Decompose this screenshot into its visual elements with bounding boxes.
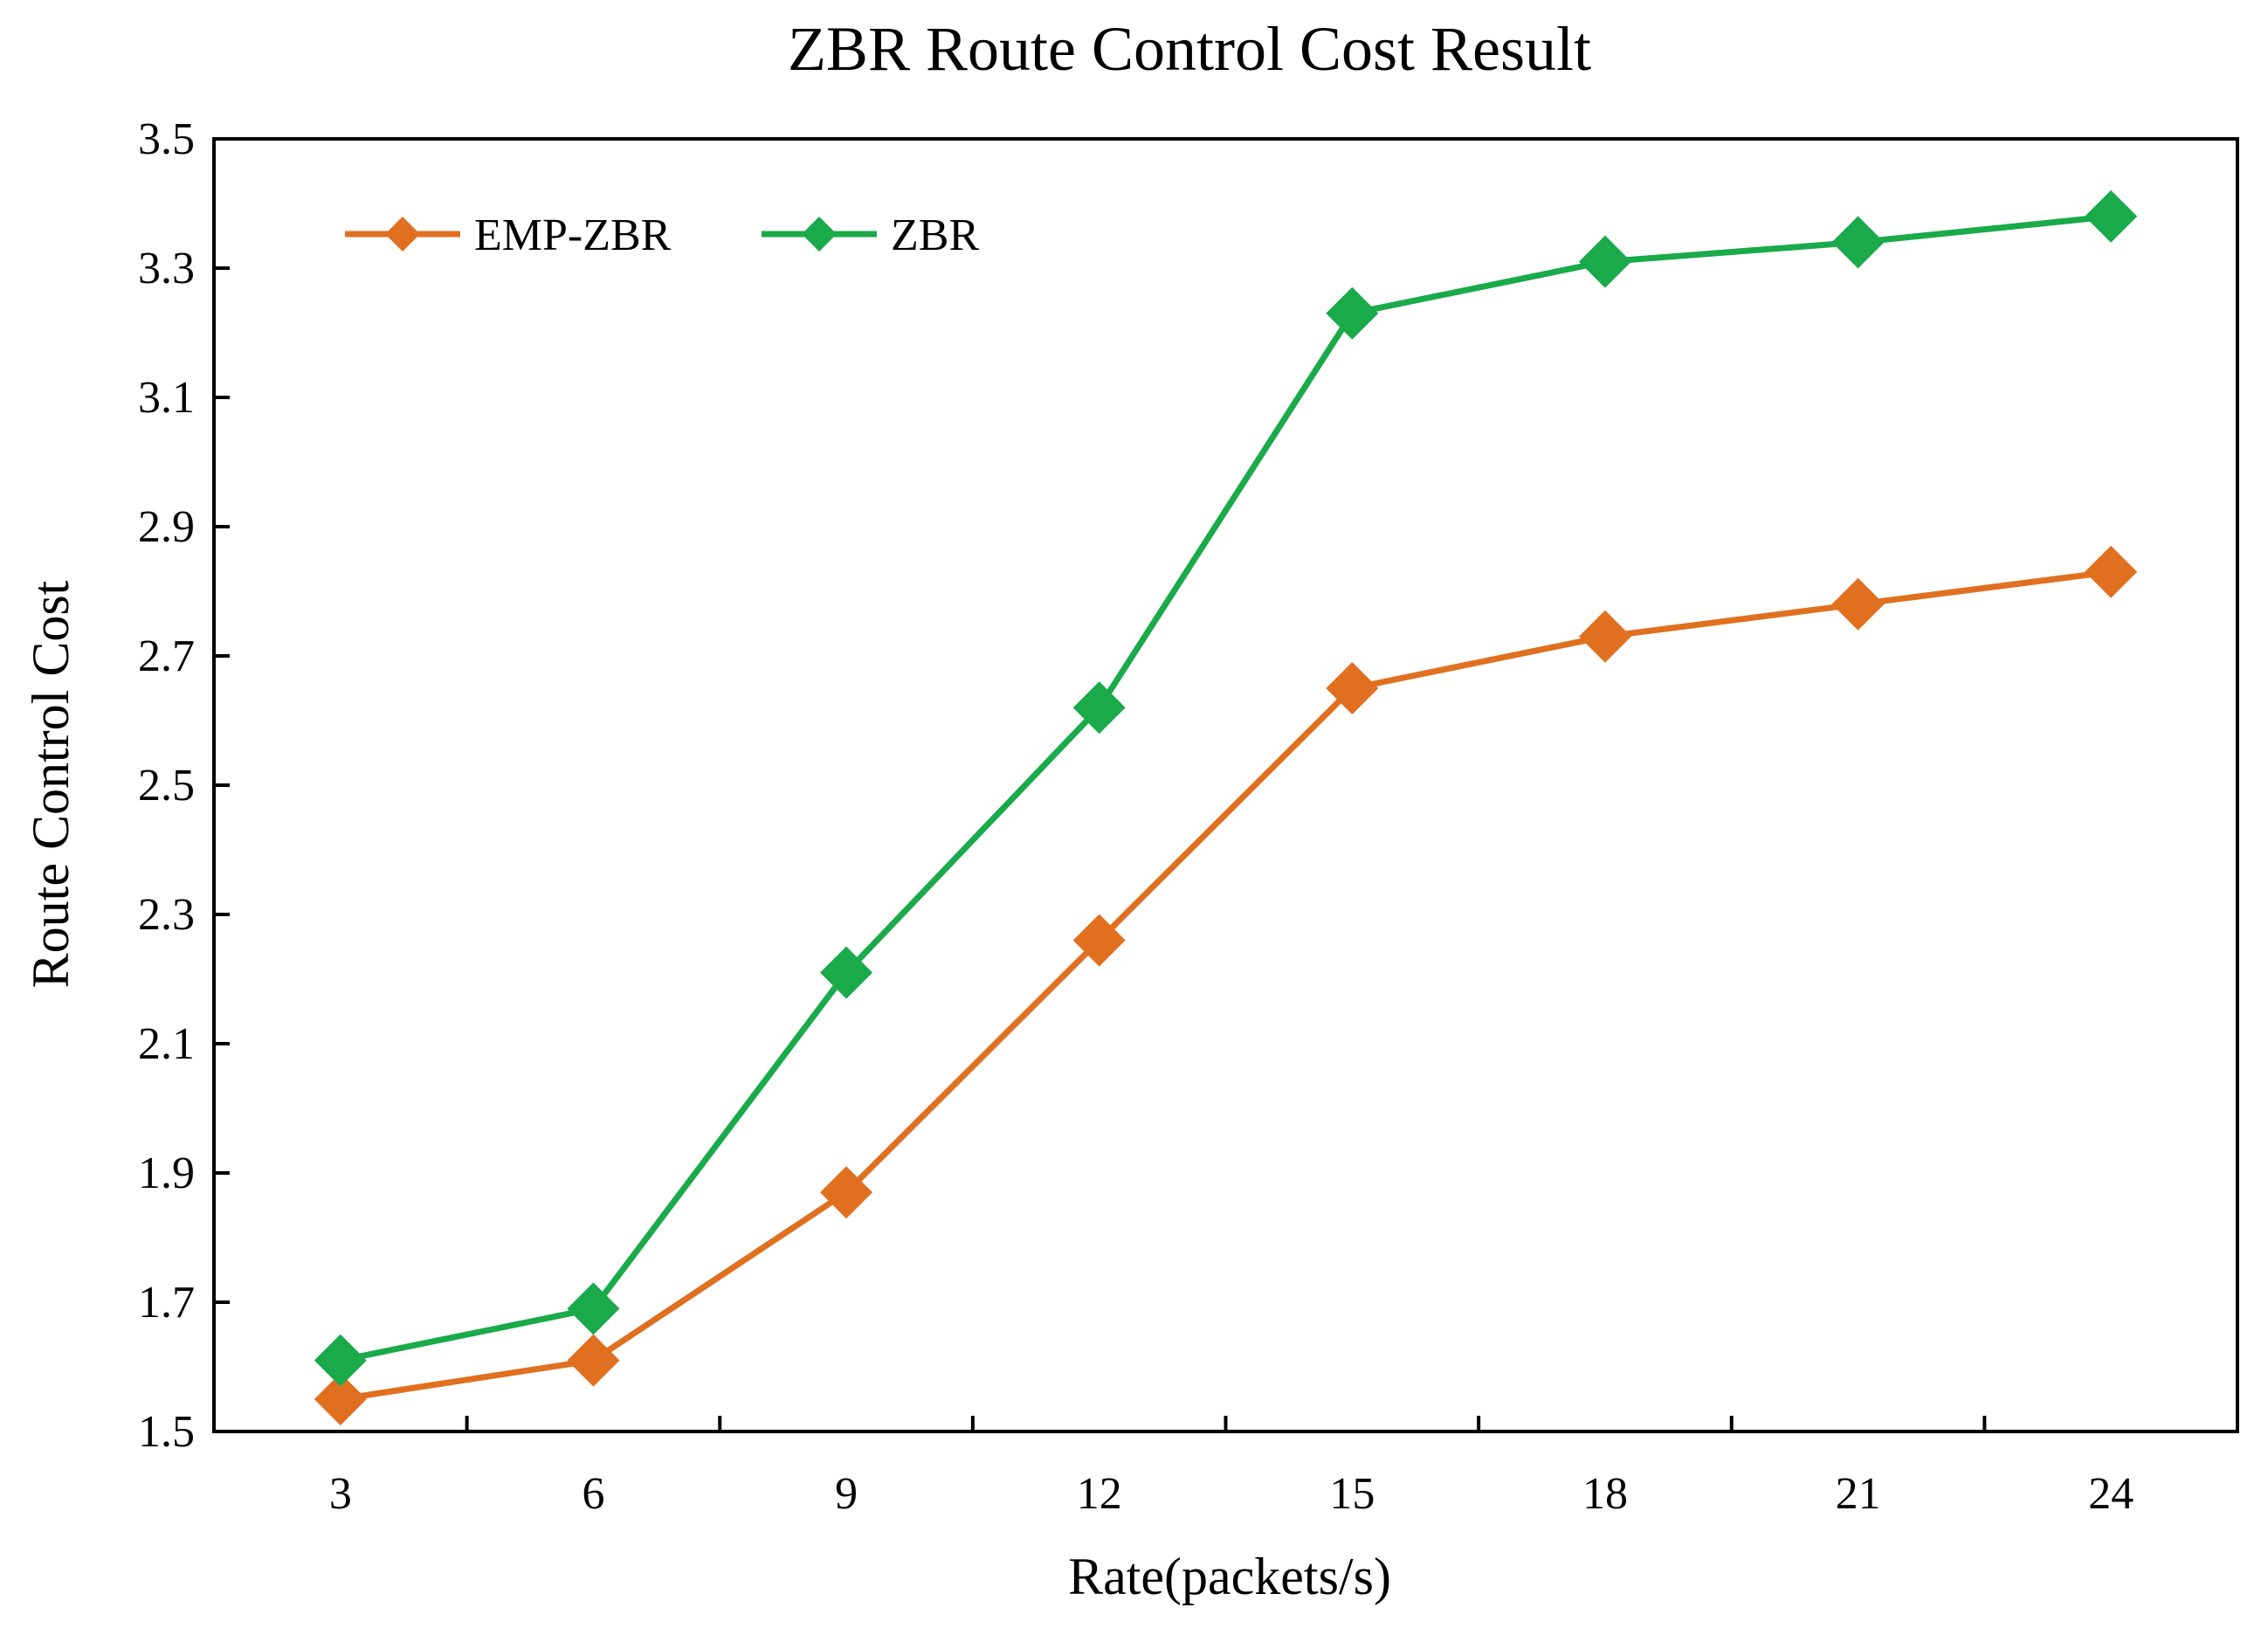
data-point-marker bbox=[567, 1282, 620, 1335]
series-line bbox=[340, 213, 2112, 1364]
legend-item: EMP-ZBR bbox=[345, 210, 672, 260]
y-tick-label: 2.7 bbox=[138, 631, 195, 681]
x-tick-label: 6 bbox=[582, 1469, 604, 1519]
legend-marker bbox=[385, 217, 420, 252]
legend-label: ZBR bbox=[891, 210, 979, 260]
y-tick-label: 3.3 bbox=[138, 244, 195, 293]
data-point-marker bbox=[567, 1334, 620, 1387]
y-axis-label: Route Control Cost bbox=[22, 580, 79, 988]
legend: EMP-ZBR ZBR bbox=[345, 210, 979, 260]
data-point-marker bbox=[1326, 286, 1379, 340]
y-axis: 1.5 1.7 1.9 2.1 2.3 2.5 2.7 2.9 3.1 3.3 3.5 bbox=[138, 114, 230, 1457]
y-tick-label: 1.5 bbox=[138, 1407, 195, 1457]
y-tick-label: 2.9 bbox=[138, 502, 195, 552]
legend-label: EMP-ZBR bbox=[474, 210, 672, 260]
data-point-marker bbox=[314, 1334, 367, 1387]
data-point-marker bbox=[1831, 577, 1885, 631]
y-tick-label: 1.7 bbox=[138, 1278, 195, 1328]
x-tick-label: 3 bbox=[329, 1469, 352, 1519]
data-point-marker bbox=[1072, 681, 1126, 735]
data-point-marker bbox=[820, 946, 873, 999]
y-tick-label: 2.5 bbox=[138, 761, 195, 811]
series-layer bbox=[314, 190, 2138, 1425]
y-tick-label: 2.1 bbox=[138, 1019, 195, 1069]
x-axis-label: Rate(packets/s) bbox=[1068, 1548, 1391, 1605]
legend-item: ZBR bbox=[762, 210, 979, 260]
x-tick-label: 12 bbox=[1077, 1469, 1122, 1519]
data-point-marker bbox=[1326, 662, 1379, 714]
x-tick-label: 24 bbox=[2088, 1469, 2134, 1519]
series-line bbox=[340, 569, 2112, 1403]
y-tick-label: 2.3 bbox=[138, 890, 195, 940]
legend-marker bbox=[802, 217, 837, 252]
y-tick-label: 1.9 bbox=[138, 1149, 195, 1198]
x-tick-label: 18 bbox=[1582, 1469, 1628, 1519]
data-point-marker bbox=[314, 1373, 367, 1425]
data-point-marker bbox=[820, 1166, 873, 1219]
data-point-marker bbox=[2085, 545, 2138, 598]
chart-title: ZBR Route Control Cost Result bbox=[788, 14, 1591, 84]
data-point-marker bbox=[1072, 914, 1126, 967]
x-tick-label: 21 bbox=[1836, 1469, 1881, 1519]
series-emp-zbr bbox=[314, 545, 2138, 1425]
data-point-marker bbox=[1578, 610, 1631, 663]
x-tick-label: 15 bbox=[1329, 1469, 1375, 1519]
series-zbr bbox=[314, 190, 2138, 1387]
x-axis: 3 6 9 12 15 18 21 24 bbox=[329, 1416, 2134, 1519]
y-tick-label: 3.1 bbox=[138, 373, 195, 423]
data-point-marker bbox=[1578, 235, 1631, 288]
x-tick-label: 9 bbox=[835, 1469, 858, 1519]
data-point-marker bbox=[1831, 216, 1885, 269]
plot-area-frame bbox=[212, 137, 2239, 1433]
y-tick-label: 3.5 bbox=[138, 114, 195, 164]
data-point-marker bbox=[2085, 190, 2138, 243]
